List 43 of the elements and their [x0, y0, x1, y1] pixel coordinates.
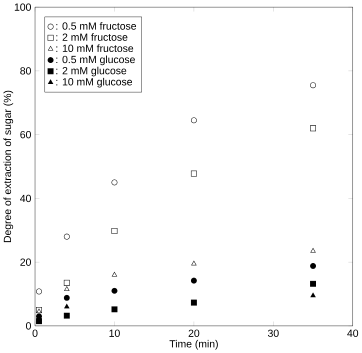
point	[64, 234, 70, 240]
point	[310, 263, 316, 269]
point	[112, 306, 118, 312]
point	[112, 179, 118, 186]
point	[64, 286, 70, 291]
x-tick-label: 40	[347, 330, 358, 337]
point	[310, 292, 316, 298]
point	[64, 280, 70, 286]
point	[190, 300, 197, 306]
point	[191, 260, 196, 266]
point	[36, 318, 42, 324]
point	[310, 280, 316, 287]
legend-label: : 2 mM fructose	[56, 33, 128, 41]
point	[112, 288, 118, 294]
point	[310, 82, 316, 88]
y-tick-label: 20	[20, 258, 31, 266]
point	[112, 228, 118, 234]
legend-label: : 10 mM glucose	[56, 78, 132, 88]
point	[36, 288, 42, 294]
y-tick-label: 100	[14, 3, 31, 11]
point	[190, 278, 197, 284]
legend-label: : 0.5 mM glucose	[56, 56, 135, 66]
x-tick-label: 30	[268, 330, 279, 337]
point	[112, 272, 118, 276]
x-axis-title: Time (min)	[170, 340, 218, 350]
point	[310, 125, 316, 132]
x-tick-label: 20	[188, 330, 200, 337]
legend-label: : 10 mM fructose	[56, 44, 134, 52]
point	[64, 304, 70, 308]
y-tick-label: 40	[20, 194, 31, 202]
x-tick-label: 0	[32, 330, 38, 337]
legend-label: : 0.5 mM fructose	[56, 22, 136, 30]
x-tick-label: 10	[109, 330, 120, 337]
y-axis-title: Degree of extraction of sugar (%)	[3, 90, 14, 242]
point	[64, 312, 70, 319]
point	[310, 248, 316, 253]
point	[64, 294, 70, 301]
legend-label: : 2 mM glucose	[56, 66, 126, 76]
y-tick-label: 60	[20, 130, 31, 138]
y-tick-label: 0	[26, 322, 31, 330]
point	[190, 170, 197, 176]
y-tick-label: 80	[20, 67, 31, 75]
point	[190, 117, 197, 124]
